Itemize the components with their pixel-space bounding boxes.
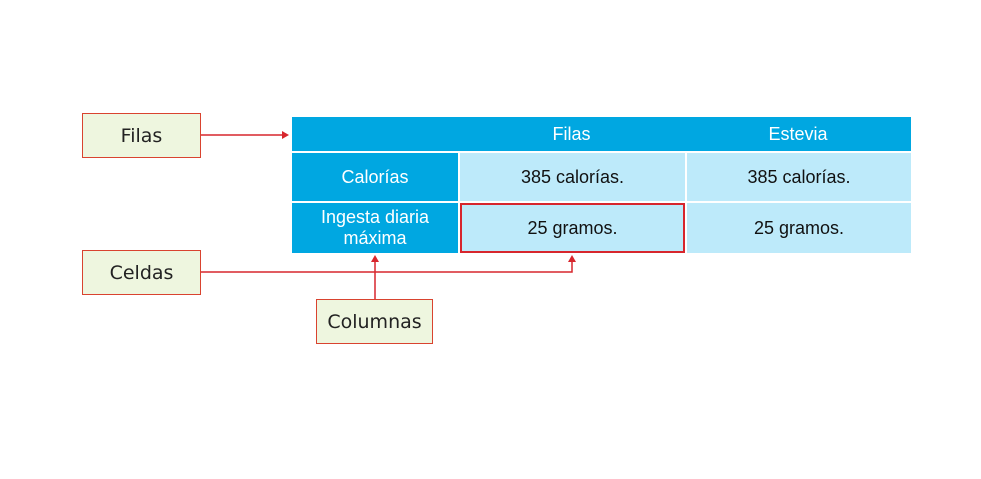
- rows-arrowhead-icon: [282, 131, 289, 139]
- highlighted-table-cell: 25 gramos.: [460, 203, 685, 253]
- table-cell: 25 gramos.: [687, 203, 911, 253]
- cells-callout: Celdas: [82, 250, 201, 295]
- header-cell-estevia: Estevia: [685, 117, 911, 151]
- table-cell: 385 calorías.: [460, 153, 685, 201]
- row-header-ingesta-line2: máxima: [343, 228, 407, 248]
- cells-callout-label: Celdas: [109, 261, 174, 284]
- table-cell: 385 calorías.: [687, 153, 911, 201]
- row-header-ingesta: Ingesta diaria máxima: [292, 203, 458, 253]
- comparison-table: Filas Estevia Calorías 385 calorías. 385…: [292, 117, 911, 253]
- rows-callout-label: Filas: [120, 124, 163, 147]
- cells-arrow-line: [201, 262, 573, 273]
- columns-callout-label: Columnas: [327, 310, 422, 333]
- columns-arrowhead-icon: [371, 255, 379, 262]
- row-header-ingesta-line1: Ingesta diaria: [320, 207, 430, 227]
- columns-callout: Columnas: [316, 299, 433, 344]
- rows-callout: Filas: [82, 113, 201, 158]
- header-cell-filas: Filas: [458, 117, 685, 151]
- row-header-calorias: Calorías: [292, 153, 458, 201]
- cells-arrowhead-icon: [568, 255, 576, 262]
- header-cell-corner: [292, 117, 458, 151]
